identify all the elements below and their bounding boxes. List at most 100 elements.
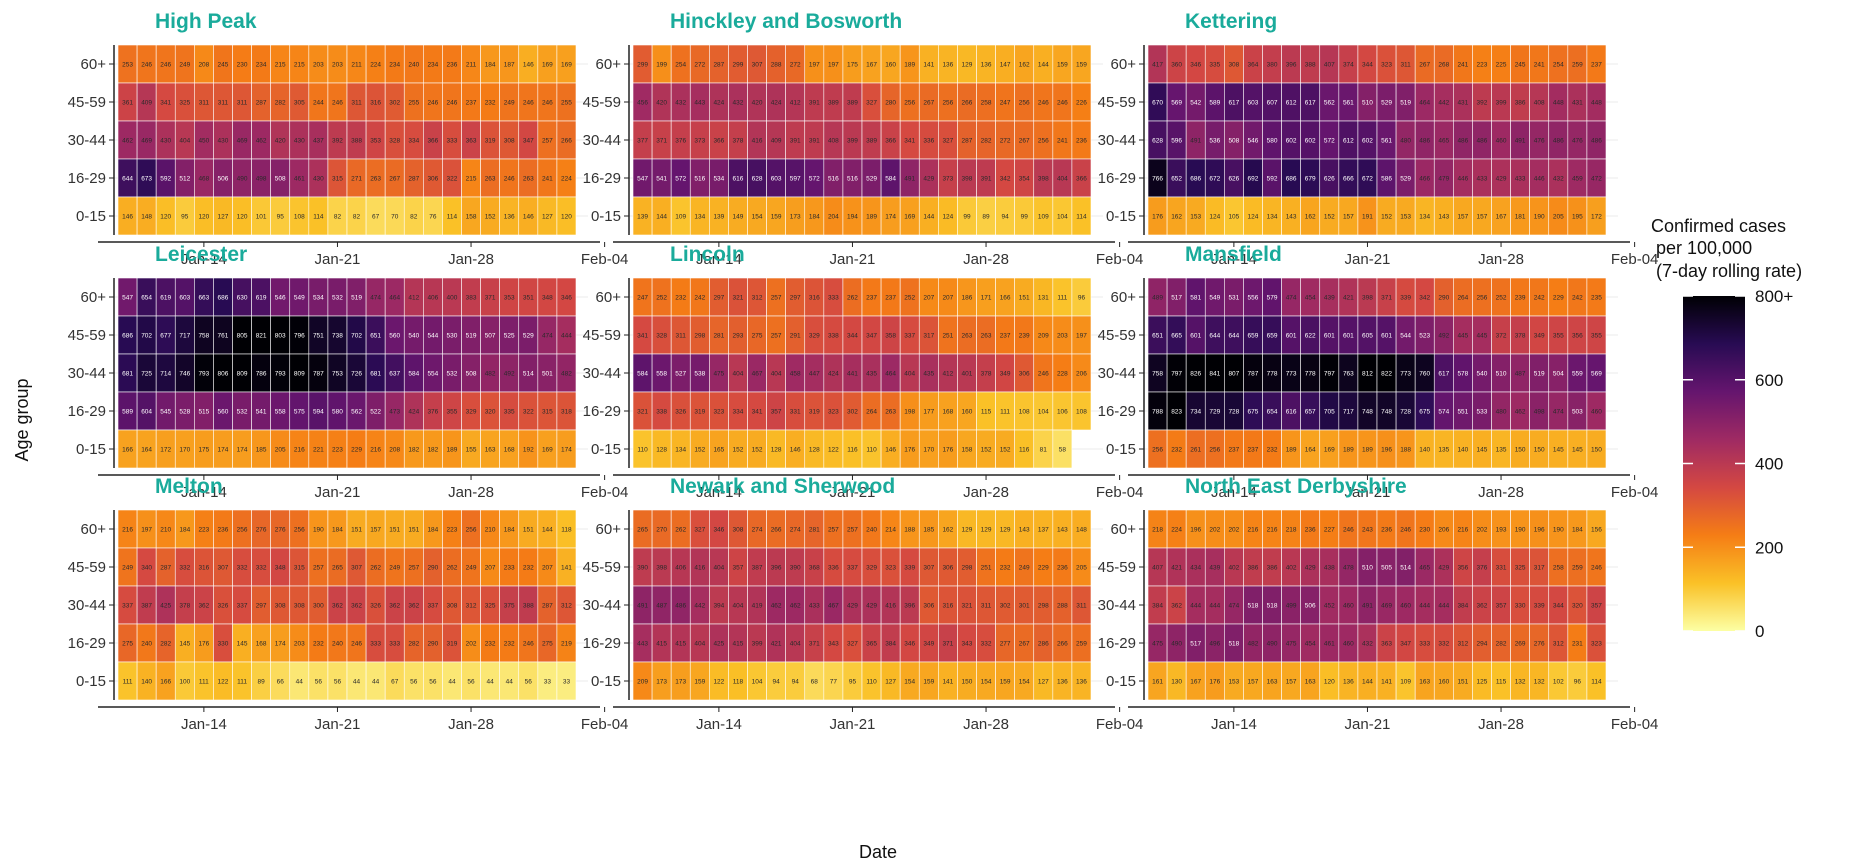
cell-value-label: 56 [467,678,475,685]
cell-value-label: 510 [1362,564,1373,571]
cell-value-label: 348 [542,294,553,301]
cell-value-label: 246 [332,99,343,106]
cell-value-label: 152 [694,446,705,453]
cell-value-label: 207 [942,294,953,301]
cell-value-label: 256 [1209,446,1220,453]
cell-value-label: 239 [1515,294,1526,301]
cell-value-label: 412 [408,294,419,301]
cell-value-label: 377 [637,137,648,144]
cell-value-label: 190 [1515,526,1526,533]
cell-value-label: 420 [275,137,286,144]
cell-value-label: 153 [1190,213,1201,220]
cell-value-label: 446 [1457,175,1468,182]
cell-value-label: 44 [448,678,456,685]
cell-value-label: 823 [1171,408,1182,415]
cell-value-label: 152 [752,446,763,453]
cell-value-label: 531 [1228,294,1239,301]
cell-value-label: 319 [694,408,705,415]
cell-value-label: 249 [1019,564,1030,571]
y-tick-label: 60+ [596,289,622,306]
cell-value-label: 602 [1305,137,1316,144]
cell-value-label: 626 [1324,175,1335,182]
cell-value-label: 237 [1228,446,1239,453]
cell-value-label: 265 [637,526,648,533]
cell-value-label: 168 [942,408,953,415]
cell-value-label: 361 [122,99,133,106]
y-tick-label: 0-15 [76,441,106,458]
x-tick-label: Feb-04 [581,484,629,501]
cell-value-label: 612 [1286,99,1297,106]
cell-value-label: 232 [504,640,515,647]
cell-value-label: 302 [389,99,400,106]
cell-value-label: 399 [847,137,858,144]
cell-value-label: 280 [885,99,896,106]
cell-value-label: 672 [1209,175,1220,182]
cell-value-label: 604 [141,408,152,415]
cell-value-label: 266 [771,526,782,533]
cell-value-label: 109 [1400,678,1411,685]
cell-value-label: 259 [1572,564,1583,571]
cell-value-label: 347 [1400,640,1411,647]
cell-value-label: 474 [542,332,553,339]
y-tick-label: 0-15 [591,673,621,690]
cell-value-label: 788 [1152,408,1163,415]
cell-value-label: 272 [790,61,801,68]
cell-value-label: 111 [199,678,209,685]
cell-value-label: 540 [408,332,419,339]
cell-value-label: 66 [277,678,285,685]
cell-value-label: 198 [904,408,915,415]
cell-value-label: 122 [713,678,724,685]
cell-value-label: 251 [981,564,992,571]
cell-value-label: 575 [294,408,305,415]
cell-value-label: 236 [1057,564,1068,571]
cell-value-label: 223 [332,446,343,453]
cell-value-label: 215 [275,61,286,68]
cell-value-label: 373 [942,175,953,182]
cell-value-label: 144 [656,213,667,220]
cell-value-label: 332 [981,640,992,647]
cell-value-label: 637 [389,370,400,377]
cell-value-label: 247 [637,294,648,301]
cell-value-label: 761 [218,332,229,339]
cell-value-label: 384 [885,640,896,647]
cell-value-label: 182 [427,446,438,453]
cell-value-label: 249 [122,564,133,571]
cell-value-label: 299 [733,61,744,68]
cell-value-label: 267 [923,99,934,106]
cell-value-label: 387 [141,602,152,609]
cell-value-label: 208 [389,446,400,453]
cell-value-label: 437 [313,137,324,144]
cell-value-label: 514 [523,370,534,377]
cell-value-label: 406 [675,564,686,571]
cell-value-label: 529 [1400,175,1411,182]
cell-value-label: 644 [122,175,133,182]
cell-value-label: 331 [790,408,801,415]
cell-value-label: 257 [847,526,858,533]
x-tick-label: Feb-04 [1611,484,1659,501]
cell-value-label: 601 [1286,332,1297,339]
cell-value-label: 325 [179,99,190,106]
cell-value-label: 490 [237,175,248,182]
heatmap-cell [1586,429,1607,469]
x-tick-label: Jan-14 [181,251,227,268]
cell-value-label: 237 [466,99,477,106]
cell-value-label: 358 [885,332,896,339]
cell-value-label: 218 [1286,526,1297,533]
cell-value-label: 462 [122,137,133,144]
cell-value-label: 433 [1515,175,1526,182]
cell-value-label: 259 [1076,640,1087,647]
panel-newark-and-sherwood: Newark and Sherwood 265 270 262 327 346 308 274… [583,475,1144,733]
cell-value-label: 151 [1019,294,1030,301]
cell-value-label: 190 [1553,526,1564,533]
cell-value-label: 99 [963,213,971,220]
cell-value-label: 95 [277,213,285,220]
cell-value-label: 257 [313,564,324,571]
y-tick-label: 45-59 [68,94,106,111]
cell-value-label: 302 [847,408,858,415]
cell-value-label: 460 [1400,602,1411,609]
cell-value-label: 89 [258,678,266,685]
y-tick-label: 45-59 [1098,559,1136,576]
cell-value-label: 491 [1190,137,1201,144]
cell-value-label: 153 [1228,678,1239,685]
